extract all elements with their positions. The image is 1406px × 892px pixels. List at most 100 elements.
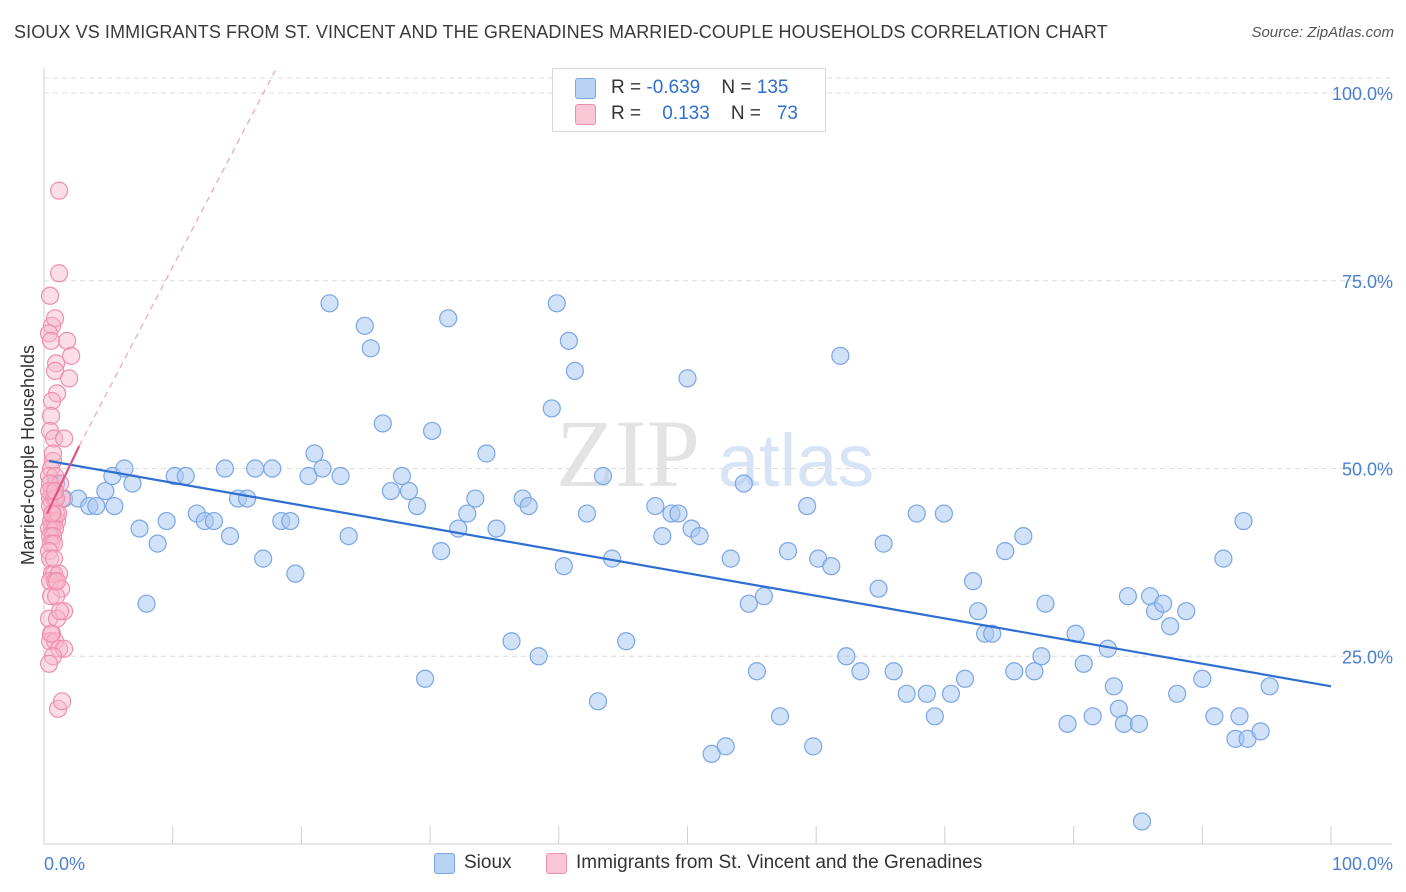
sioux-point xyxy=(754,587,774,606)
y-tick-label: 75.0% xyxy=(1342,272,1393,292)
immig-trend-line xyxy=(46,445,81,515)
sioux-point xyxy=(996,542,1015,561)
sioux-point xyxy=(1109,699,1128,718)
immig-point xyxy=(60,369,79,388)
sioux-point xyxy=(690,526,709,546)
immig-point xyxy=(43,526,63,546)
sioux-swatch xyxy=(434,853,455,874)
sioux-point xyxy=(373,414,392,433)
sioux-point xyxy=(1074,654,1093,673)
immig-point xyxy=(41,331,61,350)
legend-r-label: R = xyxy=(611,77,647,98)
y-tick-label: 25.0% xyxy=(1342,647,1393,667)
sioux-point xyxy=(458,504,477,523)
sioux-series xyxy=(46,294,1279,831)
sioux-point xyxy=(1260,677,1279,696)
immig-point xyxy=(39,654,59,673)
sioux-point xyxy=(87,496,106,516)
grid-lines xyxy=(44,77,1392,657)
sioux-point xyxy=(617,632,636,651)
sioux-point xyxy=(502,632,521,651)
sioux-point xyxy=(407,496,427,516)
sioux-point xyxy=(778,542,798,561)
sioux-point xyxy=(305,444,324,463)
sioux-point xyxy=(565,361,584,380)
sioux-point xyxy=(215,459,235,478)
sioux-point xyxy=(220,526,240,546)
immig-point xyxy=(44,549,64,568)
sioux-point xyxy=(96,481,115,501)
legend-n-value: 135 xyxy=(756,77,789,98)
immig-point xyxy=(55,602,74,621)
sioux-point xyxy=(734,474,753,493)
sioux-point xyxy=(983,624,1002,643)
sioux-point xyxy=(646,496,665,516)
sioux-point xyxy=(263,459,282,478)
legend-n-value: 73 xyxy=(776,103,798,124)
sioux-point xyxy=(917,684,936,703)
sioux-point xyxy=(770,707,790,726)
x-tick-labels: 0.0% 100.0% xyxy=(44,854,1393,874)
sioux-point xyxy=(884,662,903,681)
sioux-point xyxy=(299,466,318,486)
immig-point xyxy=(46,587,66,606)
immig-legend-label: Immigrants from St. Vincent and the Gren… xyxy=(576,852,983,873)
immig-point xyxy=(44,429,64,448)
sioux-point xyxy=(1205,707,1224,726)
immig-point xyxy=(48,504,68,523)
sioux-point xyxy=(281,511,300,531)
sioux-point xyxy=(381,481,400,501)
sioux-point xyxy=(1005,662,1024,681)
watermark: ZIP atlas xyxy=(556,400,874,507)
sioux-point xyxy=(105,496,124,516)
sioux-point xyxy=(747,662,766,681)
sioux-point xyxy=(831,346,850,365)
sioux-point xyxy=(1177,602,1196,621)
sioux-point xyxy=(669,504,688,523)
sioux-point xyxy=(1234,511,1253,531)
y-tick-label: 100.0% xyxy=(1332,84,1393,104)
sioux-point xyxy=(204,511,224,531)
immig-point xyxy=(40,632,60,651)
sioux-point xyxy=(1118,587,1137,606)
sioux-point xyxy=(874,534,893,553)
sioux-point xyxy=(1230,707,1249,726)
sioux-point xyxy=(941,684,961,703)
immig-point xyxy=(58,331,77,350)
sioux-point xyxy=(399,481,419,501)
sioux-point xyxy=(320,294,339,313)
sioux-point xyxy=(593,466,613,486)
sioux-point xyxy=(130,519,149,538)
sioux-point xyxy=(148,534,167,553)
sioux-point xyxy=(355,316,374,335)
sioux-point xyxy=(439,309,458,328)
sioux-point xyxy=(554,557,573,576)
sioux-point xyxy=(1153,594,1173,613)
sioux-point xyxy=(702,744,721,763)
sioux-point xyxy=(653,526,672,546)
sioux-point xyxy=(963,572,983,591)
sioux-point xyxy=(1083,707,1102,726)
immig-point xyxy=(49,181,69,200)
legend-r-label: R = xyxy=(611,103,647,124)
x-tick-label: 0.0% xyxy=(44,854,85,874)
sioux-point xyxy=(1132,812,1152,831)
immig-point xyxy=(41,406,61,426)
sioux-point xyxy=(542,399,561,418)
sioux-point xyxy=(313,459,332,478)
immig-trend-extension xyxy=(78,70,276,447)
sioux-point xyxy=(678,369,697,388)
sioux-point xyxy=(392,466,412,486)
sioux-point xyxy=(934,504,953,523)
watermark-zip: ZIP xyxy=(556,400,700,507)
immig-swatch xyxy=(575,104,596,125)
sioux-point xyxy=(897,684,916,703)
sioux-point xyxy=(968,602,988,621)
legend-n-label: N = xyxy=(721,77,757,98)
sioux-point xyxy=(137,594,156,613)
sioux-trend-line xyxy=(48,459,1332,688)
sioux-point xyxy=(477,444,496,463)
sioux-point xyxy=(907,504,926,523)
sioux-point xyxy=(869,579,888,598)
